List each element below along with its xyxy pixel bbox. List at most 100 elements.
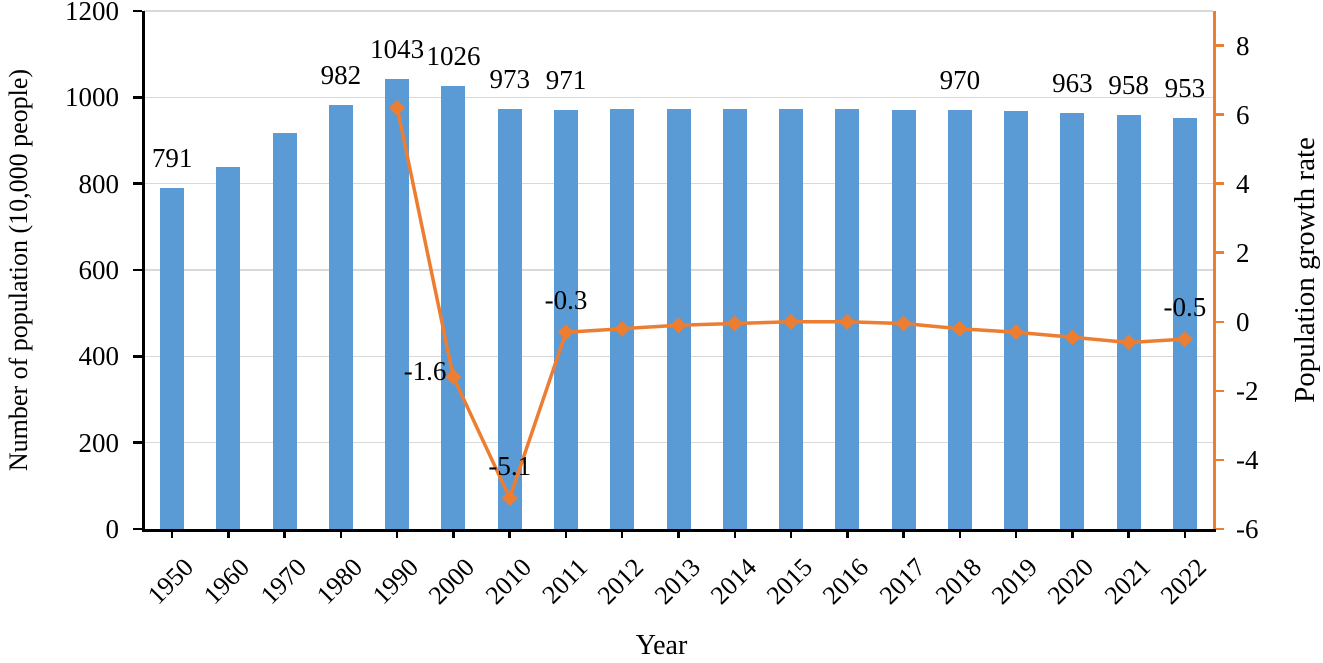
x-axis-tick-label: 1990 — [366, 552, 425, 610]
x-axis-tick — [902, 532, 905, 538]
line-marker — [1120, 334, 1137, 351]
bar — [553, 109, 578, 529]
x-axis-tick — [846, 532, 849, 538]
bar-value-label: 1026 — [426, 41, 481, 72]
growth-rate-line — [395, 105, 1187, 500]
x-axis-tick-label: 2022 — [1154, 552, 1212, 610]
left-axis-tick-label: 1000 — [65, 82, 119, 113]
bar — [1060, 113, 1085, 529]
line-value-label: -0.3 — [544, 285, 588, 316]
left-axis-tick-label: 400 — [78, 341, 120, 372]
left-axis-tick — [133, 441, 142, 444]
line-marker — [445, 369, 462, 386]
bar-value-label: 982 — [320, 60, 362, 91]
x-axis-tick-label: 2011 — [536, 552, 594, 610]
right-axis-tick-label: -2 — [1236, 375, 1259, 406]
right-axis-tick-label: 6 — [1236, 99, 1250, 130]
right-axis-tick-label: -4 — [1236, 444, 1259, 475]
x-axis-tick-label: 1970 — [254, 552, 312, 610]
bar-value-label: 791 — [151, 142, 193, 173]
x-axis-tick-label: 2000 — [423, 552, 481, 610]
line-marker — [557, 324, 574, 341]
x-axis-tick — [508, 532, 511, 538]
x-axis-tick-label: 2014 — [704, 552, 762, 610]
right-axis-tick-label: 4 — [1236, 168, 1250, 199]
bar-value-label: 958 — [1108, 70, 1149, 101]
x-axis-tick — [677, 532, 680, 538]
right-axis-tick — [1215, 320, 1224, 324]
bottom-axis-line — [141, 529, 1216, 532]
left-axis-tick — [133, 527, 142, 531]
x-axis-tick — [1014, 532, 1018, 538]
x-axis-tick — [1183, 532, 1187, 538]
x-axis-tick — [170, 532, 174, 538]
x-axis-tick-label: 2017 — [873, 552, 931, 610]
line-value-label: -0.5 — [1163, 292, 1207, 323]
x-axis-tick — [227, 532, 230, 538]
x-axis-tick — [958, 532, 962, 538]
line-marker — [389, 99, 406, 116]
line-marker — [951, 320, 968, 337]
left-axis-tick-label: 600 — [78, 255, 120, 285]
gridline — [144, 10, 1213, 12]
line-marker — [1064, 329, 1081, 346]
gridline — [144, 96, 1213, 99]
x-axis-tick-label: 2020 — [1042, 552, 1100, 610]
x-axis-title: Year — [635, 630, 688, 661]
right-axis-tick-label: -6 — [1236, 514, 1259, 544]
bar-value-label: 953 — [1164, 72, 1206, 103]
left-axis-tick-label: 800 — [78, 168, 120, 199]
left-axis-tick-label: 200 — [78, 427, 120, 458]
bar — [328, 105, 353, 529]
right-axis-tick — [1215, 527, 1224, 531]
bar-value-label: 971 — [545, 64, 587, 95]
left-axis-tick-label: 1200 — [65, 0, 119, 26]
line-marker — [670, 317, 687, 334]
line-marker — [501, 489, 518, 506]
line-marker — [839, 313, 856, 330]
line-marker — [895, 315, 912, 332]
bar — [272, 132, 297, 529]
growth-rate-line-series — [389, 99, 1193, 506]
left-axis-tick — [133, 355, 142, 358]
x-axis-tick — [564, 532, 568, 538]
right-axis-tick — [1215, 389, 1224, 393]
bar — [1172, 117, 1197, 529]
x-axis-tick — [1071, 532, 1074, 538]
x-axis-tick-label: 2016 — [817, 552, 875, 610]
x-axis-tick-label: 2019 — [985, 552, 1044, 610]
line-marker — [614, 320, 631, 337]
right-axis-tick — [1215, 458, 1224, 462]
bar-value-label: 973 — [489, 63, 530, 94]
left-axis-line — [141, 11, 145, 532]
bar — [610, 109, 635, 529]
bar — [1116, 115, 1141, 529]
x-axis-tick-label: 2010 — [479, 552, 537, 610]
right-axis-tick — [1215, 44, 1224, 47]
bar-value-label: 1043 — [370, 33, 425, 64]
right-axis-tick-label: 8 — [1236, 30, 1250, 61]
line-marker — [726, 315, 743, 332]
left-axis-tick-label: 0 — [105, 514, 120, 544]
line-value-label: -1.6 — [403, 356, 447, 387]
x-axis-tick — [1127, 532, 1130, 538]
left-axis-tick — [133, 268, 142, 272]
x-axis-tick — [339, 532, 343, 538]
bar — [160, 187, 185, 529]
x-axis-tick-label: 1960 — [198, 552, 256, 610]
left-axis-tick — [133, 9, 142, 13]
bar — [1004, 111, 1029, 529]
x-axis-tick-label: 1980 — [310, 552, 368, 610]
x-axis-tick-label: 2012 — [592, 552, 650, 610]
x-axis-tick — [733, 532, 736, 538]
line-value-label: -5.1 — [488, 450, 532, 481]
right-axis-tick-label: 2 — [1236, 237, 1250, 268]
bar-value-label: 970 — [939, 65, 981, 96]
bar — [216, 166, 241, 529]
right-axis-tick-label: 0 — [1236, 306, 1250, 337]
right-axis-tick — [1215, 113, 1224, 116]
left-axis-tick — [133, 182, 142, 185]
right-axis-tick — [1215, 251, 1224, 254]
x-axis-tick-label: 2013 — [648, 552, 706, 610]
